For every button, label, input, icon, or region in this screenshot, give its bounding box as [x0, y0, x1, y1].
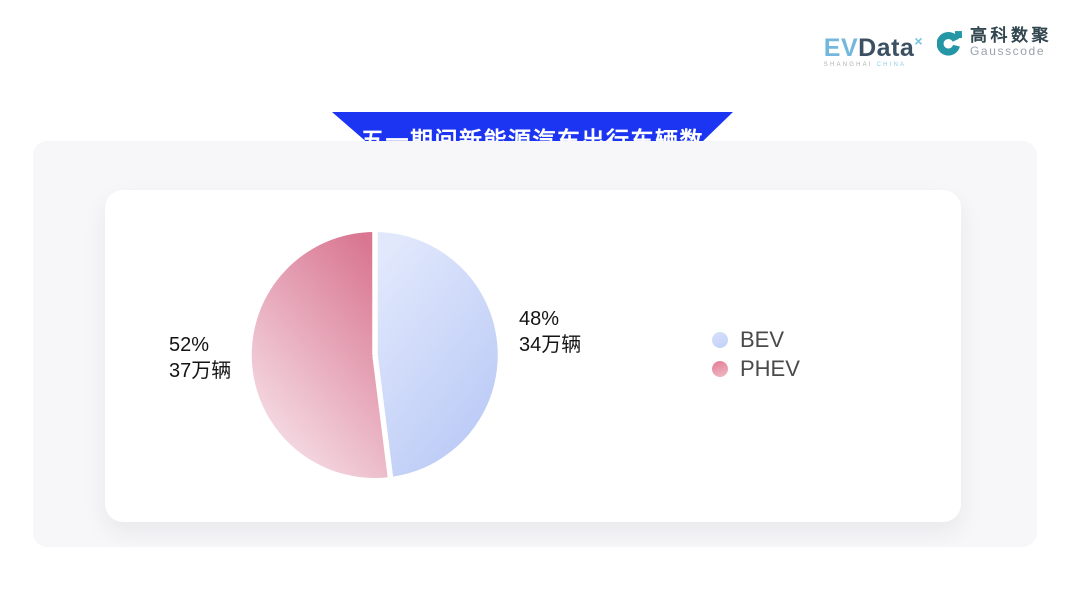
pie-chart [245, 225, 505, 485]
gausscode-icon [937, 31, 965, 56]
evdata-tagline: SHANGHAI CHINA [823, 62, 907, 68]
pie-slice-phev[interactable] [251, 231, 391, 478]
gausscode-logo: 高科数聚 Gausscode [937, 26, 1052, 58]
slice-label-bev: 48% 34万辆 [519, 306, 581, 358]
evdata-logo: EVData× SHANGHAI CHINA [824, 26, 923, 68]
legend-dot-bev [712, 332, 728, 348]
slice-label-phev: 52% 37万辆 [169, 332, 231, 384]
gausscode-name-en: Gausscode [970, 44, 1046, 58]
phev-percent: 52% [169, 334, 210, 356]
evdata-data-text: Data [858, 34, 915, 62]
pie-chart-svg [251, 227, 498, 483]
legend-dot-phev [712, 361, 728, 377]
pie-slice-bev[interactable] [375, 232, 498, 477]
gausscode-name-cn: 高科数聚 [970, 26, 1052, 45]
legend-label-phev: PHEV [740, 356, 800, 381]
gausscode-text: 高科数聚 Gausscode [970, 26, 1052, 58]
chart-legend: BEV PHEV [712, 329, 800, 380]
pie-gap-line [372, 354, 394, 483]
phev-value: 37万辆 [169, 360, 232, 382]
chart-card: 52% 37万辆 48% 34万辆 BEV PHEV [105, 190, 961, 522]
legend-item-bev[interactable]: BEV [712, 329, 800, 351]
evdata-wordmark: EVData× [823, 29, 923, 62]
evdata-x-icon: × [914, 33, 923, 49]
bev-value: 34万辆 [519, 334, 582, 356]
legend-label-bev: BEV [740, 327, 785, 352]
bev-percent: 48% [519, 308, 560, 330]
legend-item-phev[interactable]: PHEV [712, 358, 800, 380]
header-logos: EVData× SHANGHAI CHINA 高科数聚 Gausscode [824, 26, 1052, 68]
evdata-ev-text: EV [823, 34, 859, 62]
